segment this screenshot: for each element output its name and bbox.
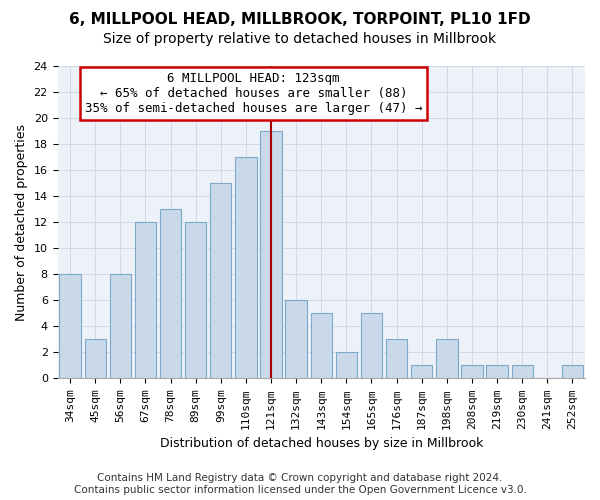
Y-axis label: Number of detached properties: Number of detached properties (15, 124, 28, 321)
Bar (386, 340, 407, 378)
Bar (260, 132, 282, 378)
Bar (110, 274, 131, 378)
Bar (361, 314, 382, 378)
Bar (135, 222, 156, 378)
Bar (311, 314, 332, 378)
Bar (487, 366, 508, 378)
Bar (436, 340, 458, 378)
X-axis label: Distribution of detached houses by size in Millbrook: Distribution of detached houses by size … (160, 437, 483, 450)
Text: 6, MILLPOOL HEAD, MILLBROOK, TORPOINT, PL10 1FD: 6, MILLPOOL HEAD, MILLBROOK, TORPOINT, P… (69, 12, 531, 28)
Text: Contains HM Land Registry data © Crown copyright and database right 2024.
Contai: Contains HM Land Registry data © Crown c… (74, 474, 526, 495)
Bar (411, 366, 433, 378)
Bar (336, 352, 357, 378)
Bar (235, 158, 257, 378)
Bar (160, 210, 181, 378)
Bar (286, 300, 307, 378)
Bar (461, 366, 482, 378)
Bar (512, 366, 533, 378)
Bar (59, 274, 81, 378)
Bar (85, 340, 106, 378)
Bar (562, 366, 583, 378)
Text: Size of property relative to detached houses in Millbrook: Size of property relative to detached ho… (103, 32, 497, 46)
Bar (210, 184, 232, 378)
Bar (185, 222, 206, 378)
Text: 6 MILLPOOL HEAD: 123sqm
← 65% of detached houses are smaller (88)
35% of semi-de: 6 MILLPOOL HEAD: 123sqm ← 65% of detache… (85, 72, 422, 114)
